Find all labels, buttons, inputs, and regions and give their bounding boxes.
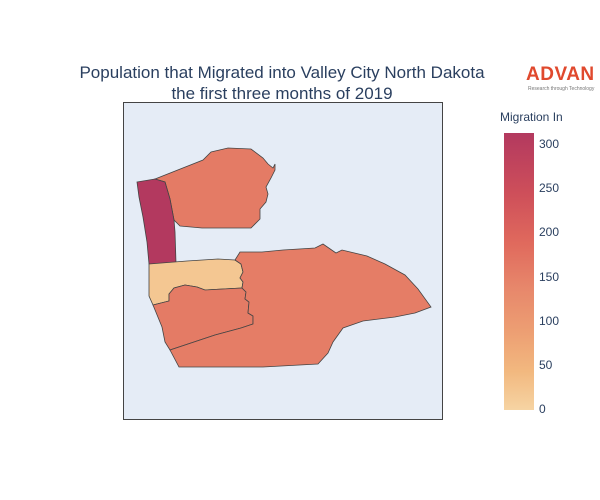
chart-title-line-1: Population that Migrated into Valley Cit… — [79, 63, 485, 82]
colorbar-tick-50: 50 — [539, 358, 553, 372]
colorbar-tick-150: 150 — [539, 270, 560, 284]
chart-title-line-2: the first three months of 2019 — [171, 84, 393, 103]
colorbar-scale — [504, 133, 534, 410]
region-north-tract[interactable] — [153, 147, 276, 229]
colorbar-tick-100: 100 — [539, 314, 560, 328]
colorbar-tick-250: 250 — [539, 181, 560, 195]
colorbar-title: Migration In — [500, 110, 563, 124]
logo-tagline: Research through Technology — [528, 86, 595, 92]
region-southeast-tract[interactable] — [169, 243, 432, 368]
advan-logo: ADVAN Research through Technology — [526, 64, 596, 94]
colorbar-tick-200: 200 — [539, 225, 560, 239]
choropleth-map — [123, 102, 443, 420]
colorbar-tick-0: 0 — [539, 402, 546, 416]
logo-wordmark: ADVAN — [526, 64, 595, 85]
colorbar-tick-300: 300 — [539, 137, 560, 151]
region-west-strip-tract[interactable] — [136, 178, 177, 265]
